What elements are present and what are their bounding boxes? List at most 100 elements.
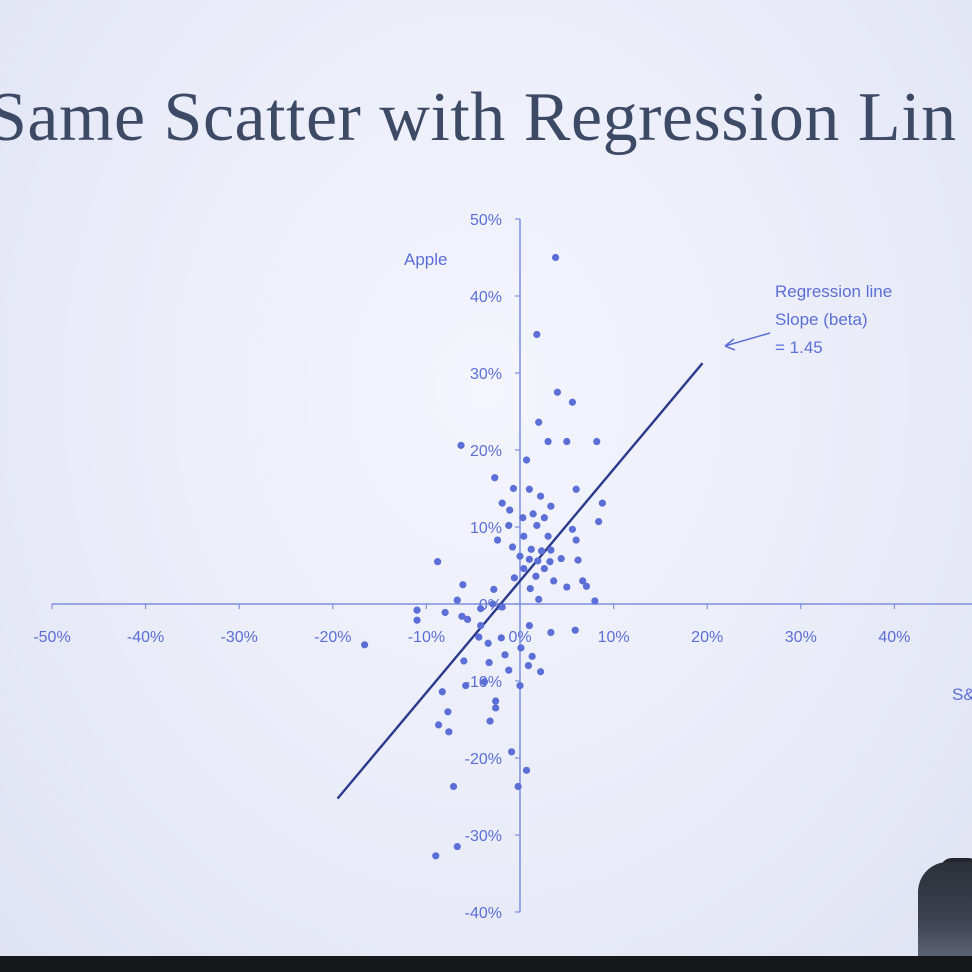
data-point	[434, 721, 443, 729]
data-point	[491, 474, 499, 482]
data-point	[507, 748, 516, 756]
data-point	[509, 484, 518, 493]
annotation-line-3: = 1.45	[775, 338, 823, 357]
y-tick-labels: -40%-30%-20%-10%0%10%20%30%40%50%	[465, 212, 502, 922]
data-point	[485, 658, 493, 667]
data-point	[533, 330, 541, 339]
x-tick-label: -30%	[221, 629, 258, 646]
data-point	[449, 782, 458, 791]
data-point	[516, 682, 524, 690]
data-point	[477, 605, 485, 613]
data-point	[506, 506, 514, 514]
data-point	[579, 577, 587, 585]
data-point	[490, 585, 498, 593]
presenter-silhouette	[918, 862, 972, 958]
y-tick-label: 20%	[470, 443, 502, 460]
data-point	[475, 633, 483, 641]
data-point	[492, 697, 500, 705]
data-point	[598, 499, 606, 507]
data-point	[563, 437, 571, 446]
data-point	[514, 782, 522, 791]
data-point	[544, 532, 552, 540]
data-point	[547, 546, 555, 554]
data-point	[524, 662, 533, 670]
data-point	[497, 634, 505, 642]
data-point	[525, 555, 533, 563]
y-tick-label: 10%	[470, 520, 502, 537]
annotation-line-2: Slope (beta)	[775, 310, 868, 329]
data-point	[534, 557, 542, 565]
y-axis-label: Apple	[404, 250, 447, 269]
data-point	[510, 574, 518, 582]
scatter-points	[361, 253, 606, 860]
data-point	[536, 492, 545, 500]
data-point	[526, 585, 534, 593]
slide-title: Same Scatter with Regression Lin	[0, 79, 957, 156]
data-point	[547, 502, 555, 510]
x-tick-label: -20%	[314, 629, 351, 646]
data-point	[413, 616, 421, 624]
data-point	[517, 644, 525, 652]
data-point	[484, 639, 492, 647]
data-point	[432, 852, 440, 860]
data-point	[535, 418, 543, 426]
data-point	[591, 597, 599, 605]
data-point	[571, 626, 579, 634]
x-tick-label: 20%	[691, 629, 723, 646]
data-point	[520, 564, 528, 573]
data-point	[593, 437, 601, 446]
y-tick-label: -40%	[465, 905, 502, 922]
data-point	[574, 556, 582, 564]
data-point	[568, 525, 577, 533]
data-point	[557, 554, 565, 563]
data-point	[463, 615, 472, 624]
data-point	[459, 581, 467, 589]
video-bottom-bar	[0, 956, 972, 972]
data-point	[551, 253, 560, 262]
data-point	[453, 842, 461, 851]
x-axis-label: S&	[952, 685, 972, 704]
data-point	[492, 704, 500, 712]
y-tick-label: 40%	[470, 289, 502, 306]
annotation-arrow	[724, 332, 771, 351]
data-point	[563, 583, 571, 591]
regression-annotation: Regression line Slope (beta) = 1.45	[724, 282, 892, 357]
y-tick-label: 50%	[470, 212, 502, 229]
data-point	[540, 564, 548, 573]
data-point	[535, 595, 543, 603]
data-point	[498, 603, 506, 611]
data-point	[445, 728, 453, 736]
x-tick-label: 40%	[878, 629, 910, 646]
x-tick-label: 0%	[508, 629, 531, 646]
data-point	[522, 766, 531, 774]
x-tick-label: -10%	[408, 629, 445, 646]
data-point	[498, 499, 506, 507]
data-point	[457, 441, 465, 449]
annotation-line-1: Regression line	[775, 282, 892, 301]
data-point	[532, 572, 540, 580]
axes	[52, 219, 972, 912]
data-point	[516, 552, 524, 560]
data-point	[361, 641, 369, 649]
data-point	[546, 558, 554, 566]
y-tick-label: -30%	[465, 828, 502, 845]
data-point	[505, 521, 513, 530]
data-point	[550, 577, 558, 585]
x-tick-label: -50%	[33, 629, 70, 646]
data-point	[462, 682, 470, 690]
data-point	[528, 652, 536, 660]
y-tick-label: 30%	[470, 366, 502, 383]
data-point	[582, 582, 591, 590]
data-point	[527, 545, 535, 553]
y-tick-label: -20%	[465, 751, 502, 768]
data-point	[540, 514, 548, 522]
data-point	[493, 536, 502, 544]
data-point	[547, 628, 555, 637]
tick-marks	[51, 218, 896, 913]
data-point	[529, 510, 537, 518]
data-point	[458, 612, 466, 620]
data-point	[477, 621, 485, 630]
data-point	[520, 532, 528, 540]
data-point	[508, 543, 517, 551]
